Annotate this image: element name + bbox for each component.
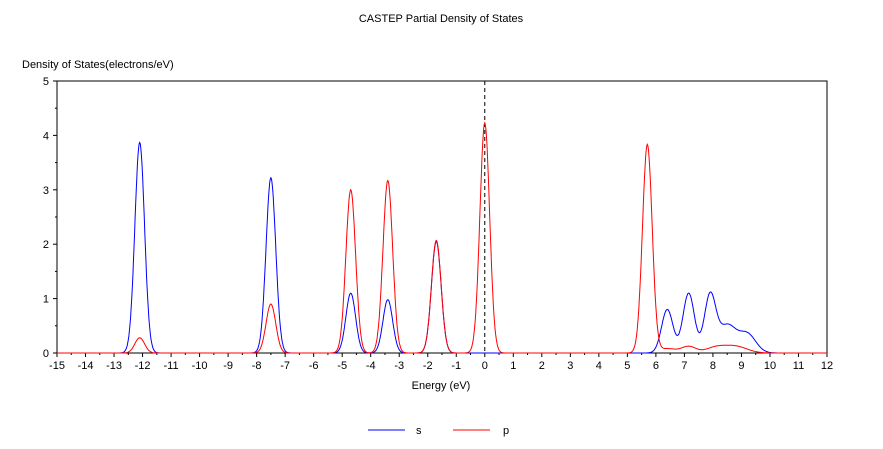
x-tick-label: 9 <box>738 360 744 372</box>
x-tick-label: 5 <box>624 360 630 372</box>
x-tick-label: -1 <box>451 360 461 372</box>
y-tick-label: 4 <box>43 130 49 142</box>
legend: s p <box>368 425 509 437</box>
x-tick-label: 8 <box>710 360 716 372</box>
x-tick-label: -9 <box>223 360 233 372</box>
legend-label-p: p <box>503 425 509 437</box>
y-tick-label: 5 <box>43 76 49 88</box>
x-tick-label: -14 <box>78 360 94 372</box>
chart-title: CASTEP Partial Density of States <box>359 13 524 25</box>
x-tick-label: -4 <box>366 360 376 372</box>
x-tick-label: 6 <box>653 360 659 372</box>
y-axis-label: Density of States(electrons/eV) <box>22 59 174 71</box>
x-tick-label: -2 <box>423 360 433 372</box>
x-tick-label: 1 <box>510 360 516 372</box>
x-tick-label: -10 <box>192 360 208 372</box>
x-tick-label: -12 <box>135 360 151 372</box>
plot-area <box>56 80 828 354</box>
x-tick-label: -15 <box>49 360 65 372</box>
x-tick-label: 10 <box>764 360 776 372</box>
x-tick-label: 12 <box>821 360 833 372</box>
y-tick-label: 2 <box>43 239 49 251</box>
series-s-line <box>57 141 827 354</box>
x-tick-label: 2 <box>539 360 545 372</box>
x-tick-label: -7 <box>280 360 290 372</box>
x-tick-label: -8 <box>252 360 262 372</box>
legend-label-s: s <box>416 425 422 437</box>
x-tick-label: 0 <box>482 360 488 372</box>
x-tick-label: 3 <box>567 360 573 372</box>
y-tick-label: 3 <box>43 185 49 197</box>
x-tick-label: -11 <box>164 360 179 372</box>
x-tick-label: 7 <box>681 360 687 372</box>
y-tick-label: 1 <box>43 294 49 306</box>
series-p-line <box>57 121 827 354</box>
x-tick-label: 11 <box>793 360 804 372</box>
x-tick-label: -3 <box>394 360 404 372</box>
x-tick-label: -13 <box>106 360 122 372</box>
x-axis-label: Energy (eV) <box>412 380 471 392</box>
y-tick-label: 0 <box>43 348 49 360</box>
x-tick-label: -6 <box>309 360 319 372</box>
x-tick-label: -5 <box>337 360 347 372</box>
x-tick-label: 4 <box>596 360 602 372</box>
